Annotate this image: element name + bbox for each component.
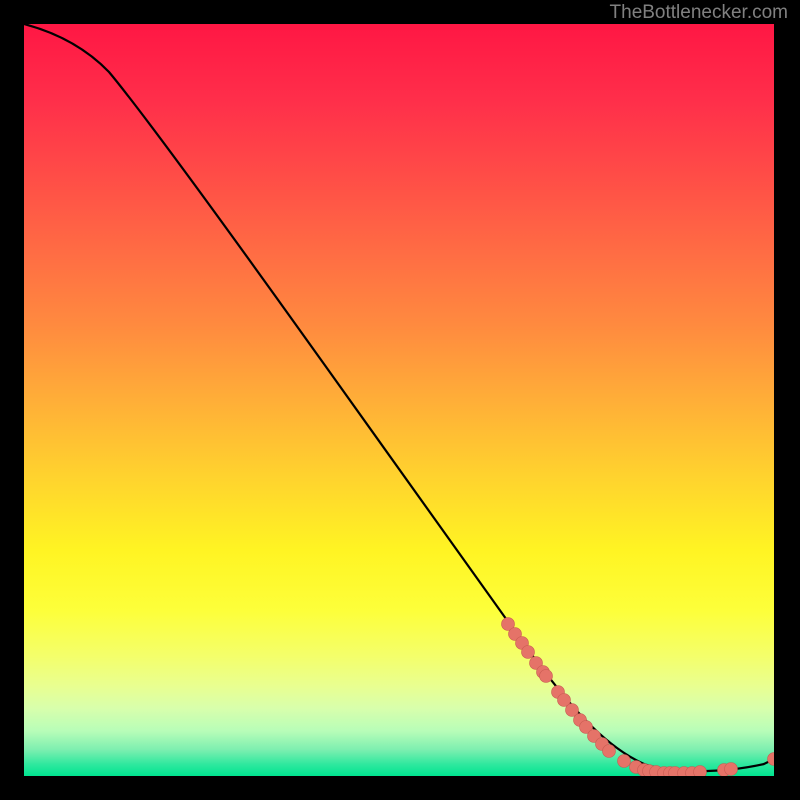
data-marker [618,755,631,768]
markers-group [502,618,775,777]
curve-layer [24,24,774,776]
data-marker [694,766,707,777]
data-marker [540,670,553,683]
data-marker [522,646,535,659]
data-marker [768,753,775,766]
attribution-text: TheBottlenecker.com [610,2,788,24]
bottleneck-curve [24,24,774,771]
data-marker [603,745,616,758]
chart-area [24,24,774,776]
data-marker [725,763,738,776]
